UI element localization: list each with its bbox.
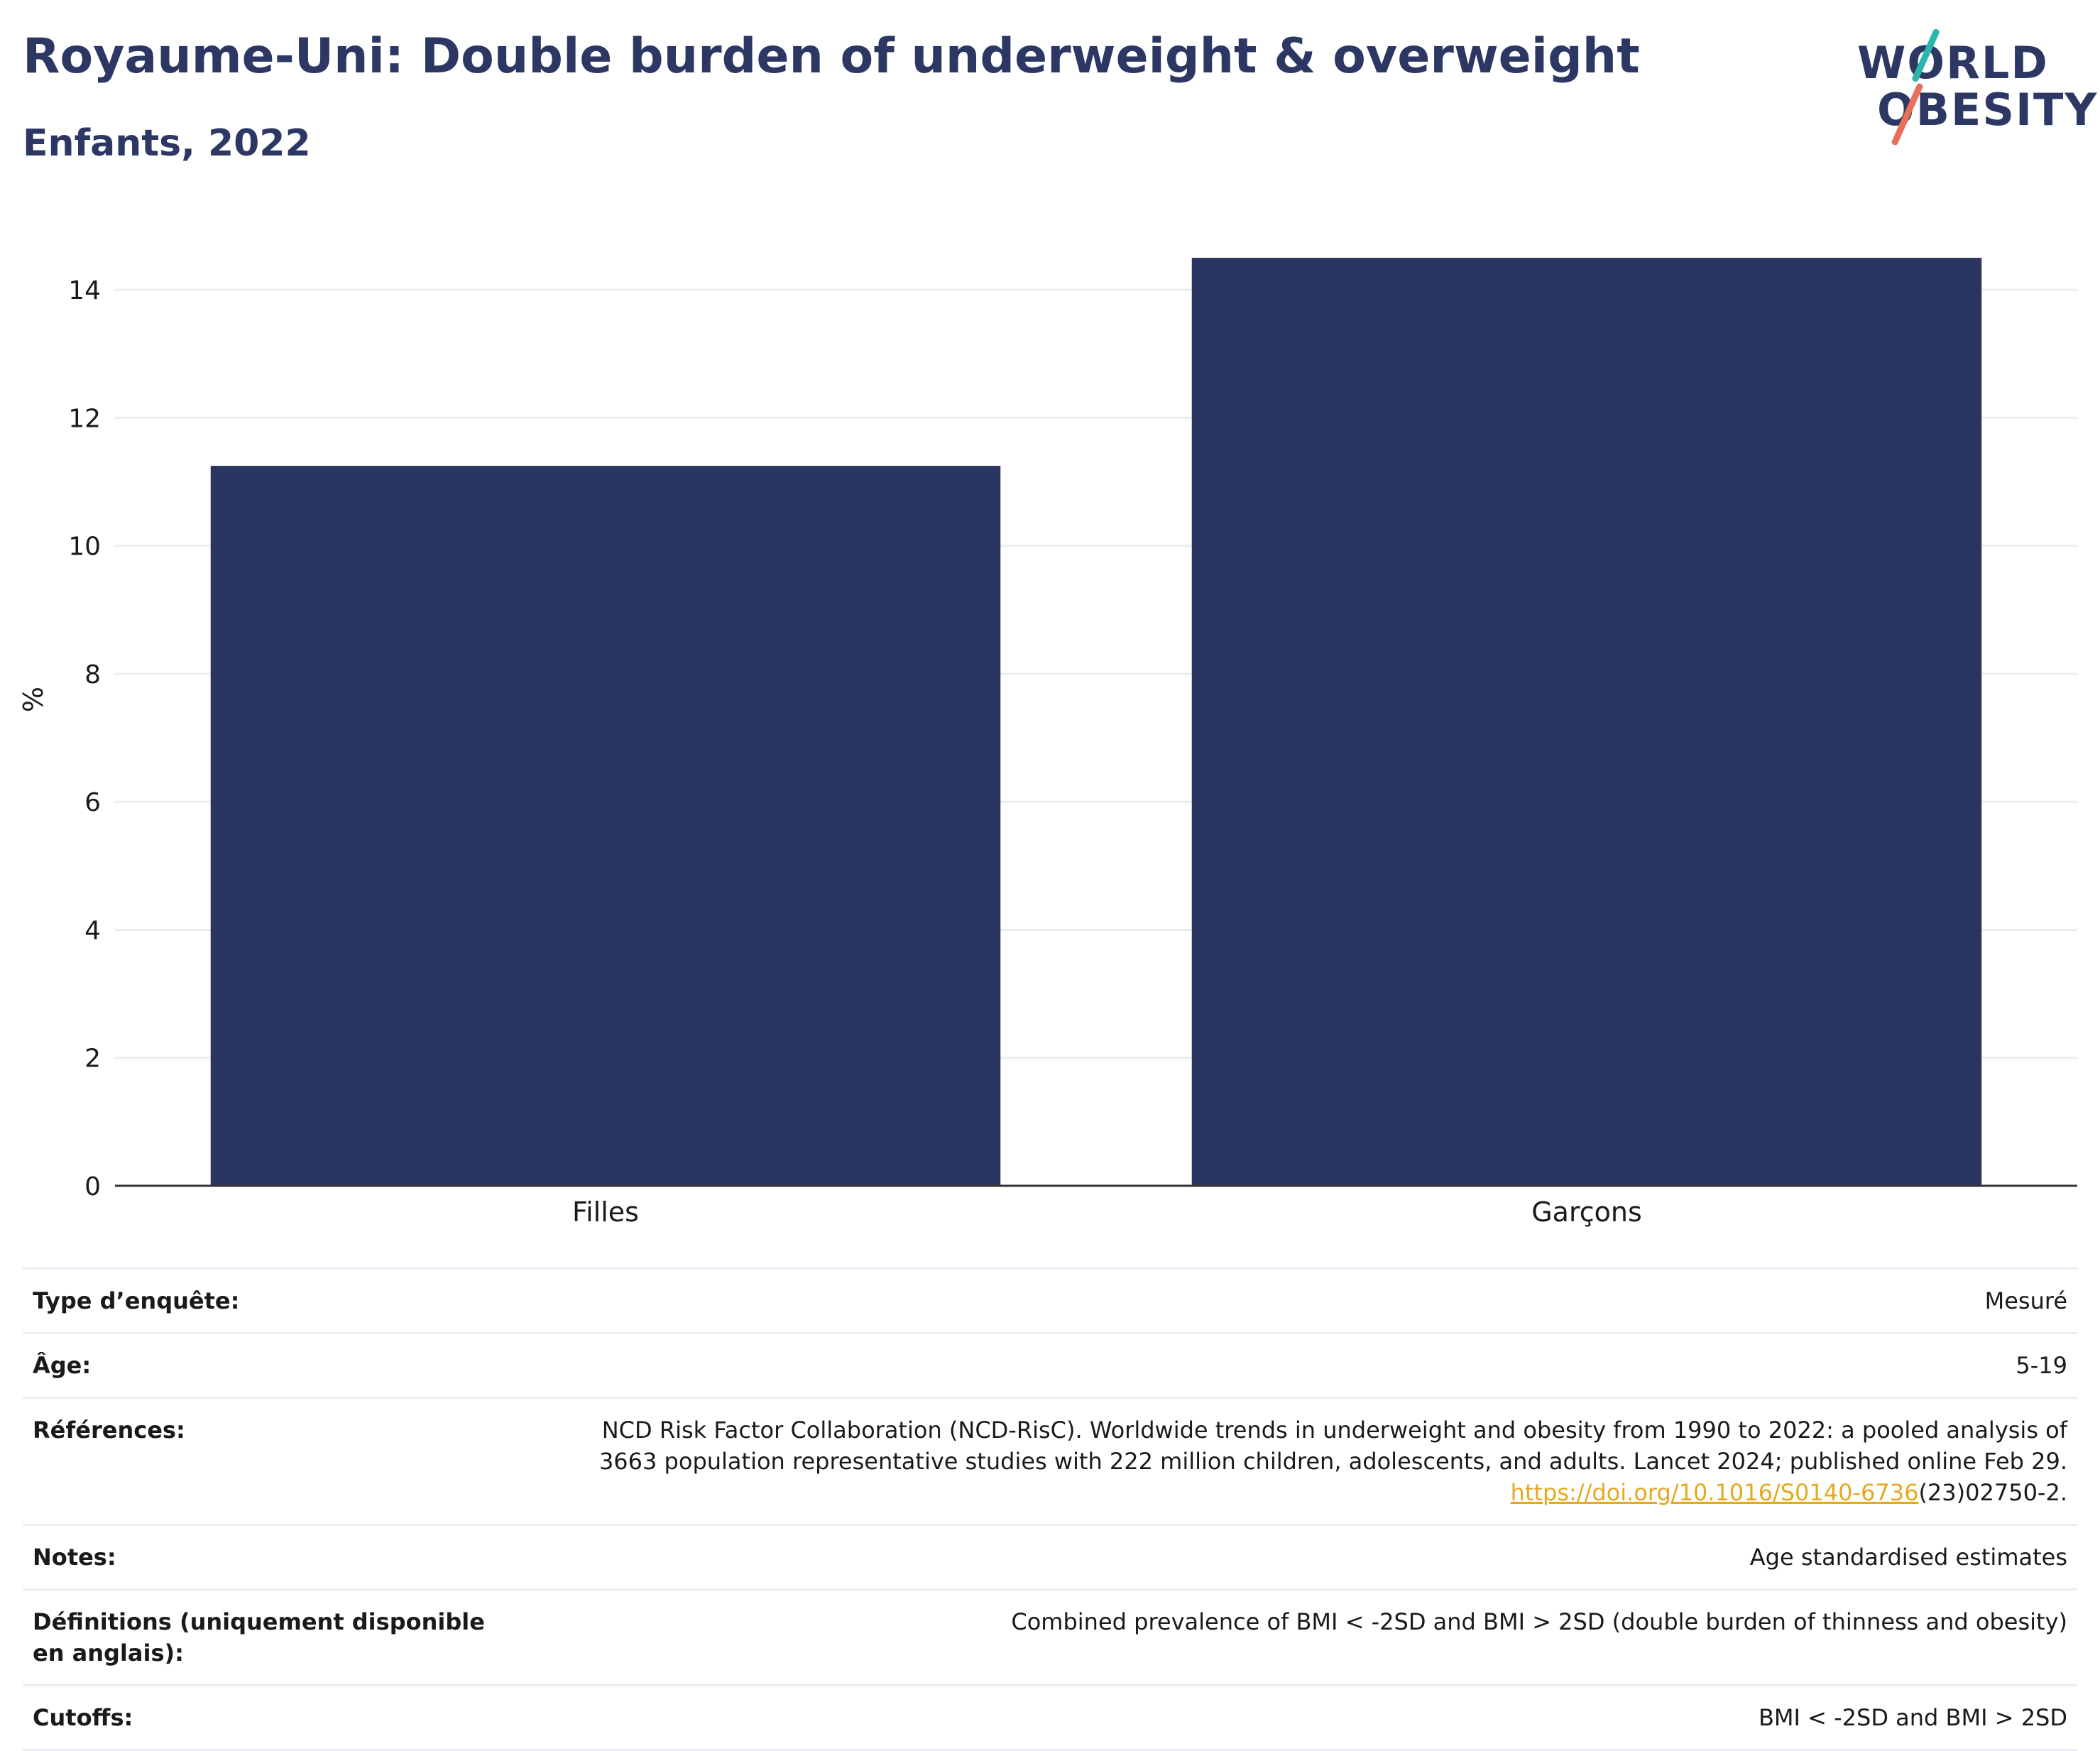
meta-value: Combined prevalence of BMI < -2SD and BM…	[1011, 1608, 2067, 1635]
meta-value: Mesuré	[1984, 1287, 2067, 1314]
meta-row-survey-type: Type d’enquête: Mesuré	[23, 1267, 2077, 1332]
meta-label: Âge:	[33, 1352, 92, 1379]
chart-subtitle: Enfants, 2022	[23, 122, 311, 165]
meta-value: 5-19	[2016, 1352, 2067, 1379]
y-tick-label: 6	[84, 788, 101, 817]
bar-garcons[interactable]	[1191, 258, 1982, 1187]
y-tick-label: 12	[68, 404, 101, 433]
meta-row-references: Références: NCD Risk Factor Collaboratio…	[23, 1397, 2077, 1524]
bar-filles[interactable]	[210, 466, 1001, 1186]
bars	[210, 258, 1982, 1187]
bar-chart: 0 2 4 6 8 10 12 14 Filles Garçons %	[18, 258, 2077, 1228]
doi-suffix: (23)02750-2.	[1918, 1479, 2067, 1506]
y-tick-label: 0	[84, 1172, 101, 1201]
y-tick-labels: 0 2 4 6 8 10 12 14	[68, 276, 101, 1201]
chart-title: Royaume-Uni: Double burden of underweigh…	[23, 28, 1640, 84]
meta-label: Cutoffs:	[33, 1704, 133, 1731]
meta-label: Type d’enquête:	[33, 1287, 240, 1314]
metadata-table: Type d’enquête: Mesuré Âge: 5-19 Référen…	[23, 1267, 2077, 1751]
world-obesity-logo: WORLD OBESITY	[1853, 20, 2096, 148]
reference-line: NCD Risk Factor Collaboration (NCD-RisC)…	[601, 1417, 2067, 1444]
x-tick-label: Filles	[572, 1196, 639, 1228]
meta-label: Notes:	[33, 1544, 116, 1571]
y-tick-label: 10	[68, 533, 101, 562]
meta-value: NCD Risk Factor Collaboration (NCD-RisC)…	[599, 1414, 2067, 1508]
reference-line: 3663 population representative studies w…	[598, 1448, 2067, 1475]
x-tick-label: Garçons	[1531, 1196, 1642, 1228]
meta-row-cutoffs: Cutoffs: BMI < -2SD and BMI > 2SD	[23, 1684, 2077, 1751]
meta-row-definitions: Définitions (uniquement disponible en an…	[23, 1588, 2077, 1684]
y-tick-label: 8	[84, 660, 101, 689]
meta-label: Définitions (uniquement disponible en an…	[33, 1608, 485, 1667]
logo-word-world: WORLD	[1857, 37, 2049, 89]
x-tick-labels: Filles Garçons	[572, 1196, 1642, 1228]
reference-link-line: https://doi.org/10.1016/S0140-6736(23)02…	[599, 1477, 2067, 1508]
meta-value: BMI < -2SD and BMI > 2SD	[1758, 1704, 2067, 1731]
doi-link[interactable]: https://doi.org/10.1016/S0140-6736	[1510, 1479, 1919, 1506]
y-axis-label: %	[18, 687, 49, 712]
meta-row-notes: Notes: Age standardised estimates	[23, 1524, 2077, 1588]
y-tick-label: 4	[84, 916, 101, 945]
y-tick-label: 2	[84, 1044, 101, 1074]
meta-label: Références:	[33, 1417, 185, 1444]
meta-value: Age standardised estimates	[1749, 1544, 2067, 1571]
meta-row-age: Âge: 5-19	[23, 1332, 2077, 1397]
y-tick-label: 14	[68, 276, 101, 305]
